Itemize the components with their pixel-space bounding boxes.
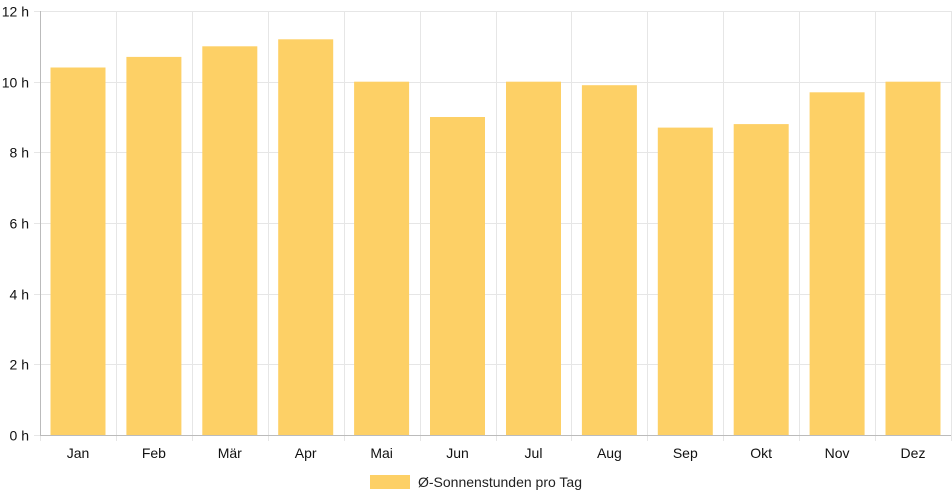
bar[interactable]: [885, 81, 941, 435]
y-axis-ticks: 0 h 2 h 4 h 6 h 8 h 10 h 12 h: [2, 4, 29, 444]
bar[interactable]: [202, 46, 258, 436]
bar[interactable]: [354, 81, 410, 435]
y-tick-label: 2 h: [10, 357, 29, 373]
y-tick-label: 6 h: [10, 216, 29, 232]
x-tick-label: Aug: [597, 445, 622, 461]
y-tick-label: 0 h: [10, 428, 29, 444]
bar[interactable]: [581, 85, 637, 435]
x-tick-label: Okt: [750, 445, 772, 461]
y-tick-label: 8 h: [10, 145, 29, 161]
legend-swatch[interactable]: [370, 475, 410, 489]
x-tick-label: Nov: [825, 445, 850, 461]
x-tick-label: Jul: [525, 445, 543, 461]
bar[interactable]: [430, 117, 485, 435]
x-tick-label: Jun: [446, 445, 469, 461]
x-tick-label: Jan: [67, 445, 90, 461]
x-tick-label: Mär: [218, 445, 242, 461]
x-tick-label: Apr: [295, 445, 317, 461]
bars: [50, 39, 941, 436]
axes: [40, 11, 951, 436]
legend[interactable]: Ø-Sonnenstunden pro Tag: [370, 474, 582, 490]
legend-label[interactable]: Ø-Sonnenstunden pro Tag: [418, 474, 582, 490]
bar[interactable]: [733, 124, 789, 435]
bar[interactable]: [809, 92, 865, 436]
x-tick-label: Dez: [901, 445, 926, 461]
x-axis-ticks: Jan Feb Mär Apr Mai Jun Jul Aug Sep Okt Nov Dez: [67, 445, 926, 461]
x-tick-label: Mai: [370, 445, 393, 461]
y-tick-label: 12 h: [2, 4, 29, 20]
bar[interactable]: [50, 67, 106, 436]
x-tick-label: Sep: [673, 445, 698, 461]
x-tick-label: Feb: [142, 445, 166, 461]
grid-lines: [34, 11, 952, 441]
y-tick-label: 4 h: [10, 287, 29, 303]
bar[interactable]: [278, 39, 334, 436]
bar[interactable]: [506, 81, 561, 435]
bar[interactable]: [657, 127, 713, 435]
bar[interactable]: [126, 56, 182, 436]
y-tick-label: 10 h: [2, 75, 29, 91]
